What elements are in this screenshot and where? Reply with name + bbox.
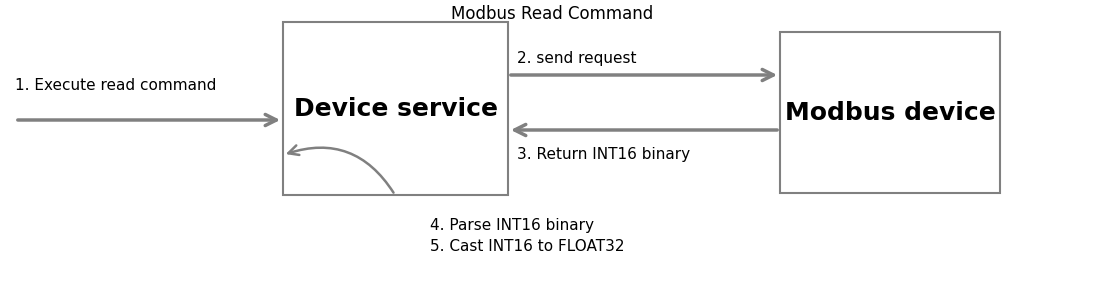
Text: 3. Return INT16 binary: 3. Return INT16 binary: [517, 147, 691, 162]
Bar: [283, 22, 508, 195]
FancyArrowPatch shape: [288, 145, 393, 193]
Text: Modbus device: Modbus device: [785, 101, 996, 125]
Text: 2. send request: 2. send request: [517, 51, 636, 66]
Text: 1. Execute read command: 1. Execute read command: [15, 77, 217, 92]
Bar: [780, 32, 1000, 193]
Text: Modbus Read Command: Modbus Read Command: [451, 5, 654, 23]
Text: 4. Parse INT16 binary
5. Cast INT16 to FLOAT32: 4. Parse INT16 binary 5. Cast INT16 to F…: [430, 218, 624, 254]
Text: Device service: Device service: [294, 97, 497, 121]
